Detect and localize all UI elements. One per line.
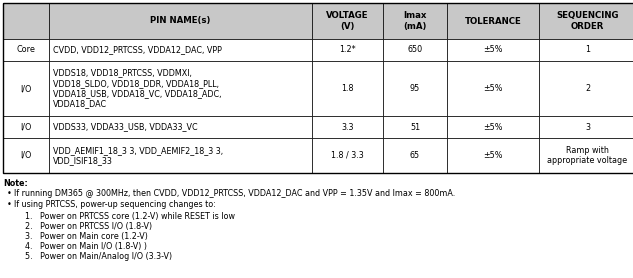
Text: I/O: I/O xyxy=(20,123,32,131)
Text: 2.   Power on PRTCSS I/O (1.8-V): 2. Power on PRTCSS I/O (1.8-V) xyxy=(25,222,152,231)
Bar xyxy=(312,61,383,116)
Bar xyxy=(383,3,447,39)
Text: 650: 650 xyxy=(408,46,423,54)
Text: 1: 1 xyxy=(585,46,590,54)
Bar xyxy=(447,39,539,61)
Text: VDD_AEMIF1_18_3 3, VDD_AEMIF2_18_3 3,
VDD_ISIF18_33: VDD_AEMIF1_18_3 3, VDD_AEMIF2_18_3 3, VD… xyxy=(53,146,223,165)
Bar xyxy=(49,138,312,173)
Text: 1.   Power on PRTCSS core (1.2-V) while RESET is low: 1. Power on PRTCSS core (1.2-V) while RE… xyxy=(25,212,235,221)
Text: PIN NAME(s): PIN NAME(s) xyxy=(150,16,211,26)
Text: Ramp with
appropriate voltage: Ramp with appropriate voltage xyxy=(548,146,627,165)
Text: 95: 95 xyxy=(410,84,420,93)
Bar xyxy=(3,3,633,173)
Bar xyxy=(312,116,383,138)
Bar xyxy=(447,3,539,39)
Bar xyxy=(539,3,633,39)
Text: SEQUENCING
ORDER: SEQUENCING ORDER xyxy=(556,11,618,31)
Bar xyxy=(383,39,447,61)
Bar xyxy=(383,116,447,138)
Text: 5.   Power on Main/Analog I/O (3.3-V): 5. Power on Main/Analog I/O (3.3-V) xyxy=(25,252,172,261)
Bar xyxy=(49,3,312,39)
Text: 51: 51 xyxy=(410,123,420,131)
Text: VDDS18, VDD18_PRTCSS, VDDMXI,
VDD18_SLDO, VDD18_DDR, VDDA18_PLL,
VDDA18_USB, VDD: VDDS18, VDD18_PRTCSS, VDDMXI, VDD18_SLDO… xyxy=(53,68,222,109)
Bar xyxy=(3,116,49,138)
Bar xyxy=(3,3,49,39)
Text: 2: 2 xyxy=(585,84,590,93)
Bar xyxy=(312,39,383,61)
Bar xyxy=(539,39,633,61)
Bar xyxy=(312,3,383,39)
Bar xyxy=(3,138,49,173)
Bar xyxy=(383,138,447,173)
Text: 3: 3 xyxy=(585,123,590,131)
Text: If running DM365 @ 300MHz, then CVDD, VDD12_PRTCSS, VDDA12_DAC and VPP = 1.35V a: If running DM365 @ 300MHz, then CVDD, VD… xyxy=(14,189,455,198)
Bar xyxy=(539,61,633,116)
Text: 1.2*: 1.2* xyxy=(339,46,356,54)
Bar xyxy=(383,61,447,116)
Text: I/O: I/O xyxy=(20,151,32,160)
Text: •: • xyxy=(7,189,12,198)
Text: 3.3: 3.3 xyxy=(341,123,354,131)
Bar xyxy=(3,61,49,116)
Bar xyxy=(49,116,312,138)
Text: 1.8: 1.8 xyxy=(341,84,354,93)
Text: Core: Core xyxy=(16,46,35,54)
Bar xyxy=(312,138,383,173)
Bar xyxy=(447,138,539,173)
Text: •: • xyxy=(7,200,12,209)
Text: Imax
(mA): Imax (mA) xyxy=(403,11,427,31)
Text: I/O: I/O xyxy=(20,84,32,93)
Text: 65: 65 xyxy=(410,151,420,160)
Text: ±5%: ±5% xyxy=(483,46,503,54)
Text: VDDS33, VDDA33_USB, VDDA33_VC: VDDS33, VDDA33_USB, VDDA33_VC xyxy=(53,123,197,131)
Text: ±5%: ±5% xyxy=(483,151,503,160)
Text: 3.   Power on Main core (1.2-V): 3. Power on Main core (1.2-V) xyxy=(25,232,148,241)
Text: CVDD, VDD12_PRTCSS, VDDA12_DAC, VPP: CVDD, VDD12_PRTCSS, VDDA12_DAC, VPP xyxy=(53,46,222,54)
Text: VOLTAGE
(V): VOLTAGE (V) xyxy=(326,11,369,31)
Bar xyxy=(49,39,312,61)
Text: ±5%: ±5% xyxy=(483,123,503,131)
Text: If using PRTCSS, power-up sequencing changes to:: If using PRTCSS, power-up sequencing cha… xyxy=(14,200,216,209)
Bar xyxy=(447,116,539,138)
Bar xyxy=(447,61,539,116)
Text: 1.8 / 3.3: 1.8 / 3.3 xyxy=(331,151,364,160)
Bar xyxy=(539,138,633,173)
Bar xyxy=(539,116,633,138)
Text: ±5%: ±5% xyxy=(483,84,503,93)
Bar xyxy=(3,39,49,61)
Text: Note:: Note: xyxy=(3,179,28,188)
Text: 4.   Power on Main I/O (1.8-V) ): 4. Power on Main I/O (1.8-V) ) xyxy=(25,242,147,251)
Text: TOLERANCE: TOLERANCE xyxy=(465,16,522,26)
Bar xyxy=(49,61,312,116)
